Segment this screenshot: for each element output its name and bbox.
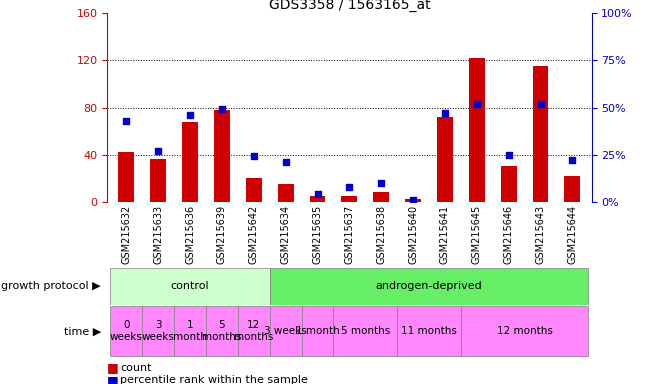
Bar [118, 152, 135, 202]
Text: GSM215646: GSM215646 [504, 205, 514, 264]
Bar [469, 58, 485, 202]
Bar [373, 192, 389, 202]
Text: GSM215637: GSM215637 [344, 205, 354, 264]
Text: GSM215642: GSM215642 [249, 205, 259, 264]
Text: GSM215635: GSM215635 [313, 205, 322, 264]
Point [344, 184, 355, 190]
Point [472, 101, 482, 107]
Text: 1
month: 1 month [173, 320, 207, 342]
Bar [206, 306, 238, 356]
Bar [437, 117, 453, 202]
Bar [309, 196, 326, 202]
Bar [341, 196, 358, 202]
Bar [405, 199, 421, 202]
Text: 3
weeks: 3 weeks [142, 320, 175, 342]
Point [121, 118, 131, 124]
Bar [182, 122, 198, 202]
Point [536, 101, 546, 107]
Text: percentile rank within the sample: percentile rank within the sample [120, 375, 308, 384]
Bar [246, 178, 262, 202]
Text: 3 weeks: 3 weeks [265, 326, 307, 336]
Text: GSM215636: GSM215636 [185, 205, 195, 264]
Point [216, 106, 227, 113]
Point [185, 112, 195, 118]
Text: GSM215644: GSM215644 [567, 205, 577, 264]
Bar [150, 159, 166, 202]
Point [312, 191, 322, 197]
Point [280, 159, 291, 165]
Bar [174, 306, 206, 356]
Text: time ▶: time ▶ [64, 326, 101, 336]
Bar [532, 66, 549, 202]
Text: GSM215639: GSM215639 [217, 205, 227, 264]
Text: GSM215634: GSM215634 [281, 205, 291, 264]
Point [567, 157, 578, 163]
Text: GSM215643: GSM215643 [536, 205, 545, 264]
Text: growth protocol ▶: growth protocol ▶ [1, 281, 101, 291]
Bar [461, 306, 588, 356]
Bar [397, 306, 461, 356]
Title: GDS3358 / 1563165_at: GDS3358 / 1563165_at [268, 0, 430, 12]
Bar [214, 110, 230, 202]
Bar [500, 166, 517, 202]
Point [248, 153, 259, 159]
Text: 1 month: 1 month [296, 326, 339, 336]
Text: control: control [171, 281, 209, 291]
Bar [302, 306, 333, 356]
Text: GSM215640: GSM215640 [408, 205, 418, 264]
Bar [238, 306, 270, 356]
Text: GSM215645: GSM215645 [472, 205, 482, 264]
Bar [278, 184, 294, 202]
Text: 12 months: 12 months [497, 326, 552, 336]
Point [376, 180, 387, 186]
Text: 5 months: 5 months [341, 326, 390, 336]
Text: GSM215632: GSM215632 [122, 205, 131, 264]
Bar [270, 306, 302, 356]
Text: GSM215638: GSM215638 [376, 205, 386, 264]
Bar [333, 306, 397, 356]
Text: 0
weeks: 0 weeks [110, 320, 143, 342]
Text: GSM215633: GSM215633 [153, 205, 163, 264]
Bar [270, 268, 588, 305]
Point [153, 148, 163, 154]
Text: 11 months: 11 months [401, 326, 457, 336]
Text: androgen-deprived: androgen-deprived [376, 281, 482, 291]
Bar [142, 306, 174, 356]
Point [440, 110, 450, 116]
Text: ■: ■ [107, 361, 119, 374]
Text: GSM215641: GSM215641 [440, 205, 450, 264]
Point [408, 197, 419, 203]
Text: 5
months: 5 months [202, 320, 242, 342]
Text: ■: ■ [107, 374, 119, 384]
Text: count: count [120, 363, 151, 373]
Bar [111, 306, 142, 356]
Text: 12
months: 12 months [234, 320, 274, 342]
Point [504, 152, 514, 158]
Bar [564, 176, 580, 202]
Bar [111, 268, 270, 305]
